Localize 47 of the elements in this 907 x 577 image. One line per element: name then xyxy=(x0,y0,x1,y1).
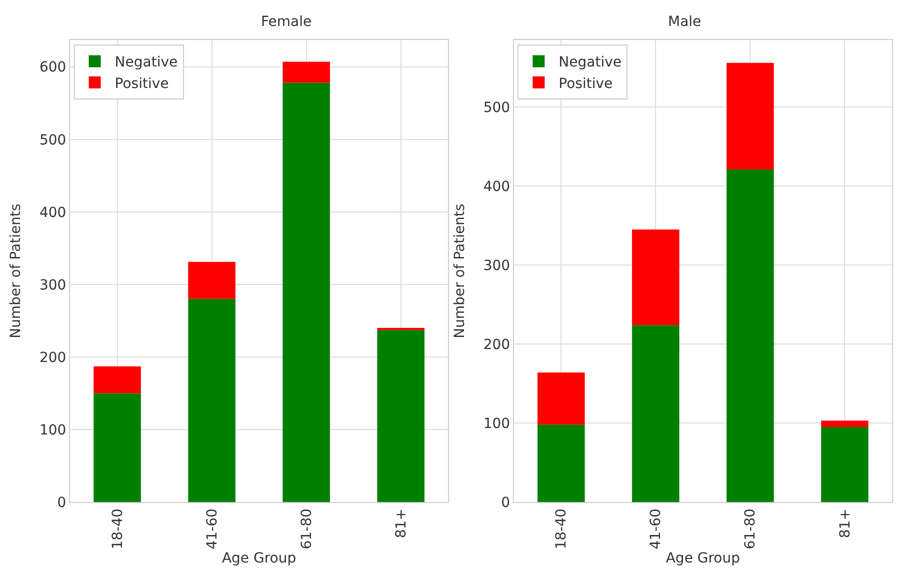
bar xyxy=(632,325,680,502)
bar xyxy=(821,420,868,427)
bar xyxy=(377,328,424,330)
y-tick-label: 600 xyxy=(39,60,66,76)
y-tick-label: 100 xyxy=(483,416,510,432)
bar xyxy=(377,330,424,502)
chart-title: Female xyxy=(261,14,312,30)
x-tick-label: 61-80 xyxy=(742,508,759,550)
y-tick-label: 500 xyxy=(483,100,510,116)
y-tick-label: 200 xyxy=(39,350,66,366)
y-tick-label: 0 xyxy=(501,494,510,511)
y-tick-label: 300 xyxy=(483,258,510,274)
bar xyxy=(282,82,330,502)
bar xyxy=(188,262,236,299)
bar xyxy=(632,230,680,326)
x-tick-label: 18-40 xyxy=(554,508,570,550)
bar xyxy=(94,393,141,502)
x-tick-label: 61-80 xyxy=(298,508,315,550)
legend-label: Positive xyxy=(114,76,169,92)
y-tick-label: 200 xyxy=(483,336,510,353)
x-axis-title: Age Group xyxy=(222,550,296,567)
bar xyxy=(538,372,585,425)
legend-label: Negative xyxy=(114,54,178,71)
x-axis-title: Age Group xyxy=(666,550,740,567)
x-tick-label: 41-60 xyxy=(648,508,664,550)
legend-label: Negative xyxy=(558,54,622,71)
y-tick-label: 300 xyxy=(39,277,66,294)
y-tick-label: 0 xyxy=(57,494,66,511)
bar xyxy=(726,170,774,502)
x-tick-label: 41-60 xyxy=(204,508,220,550)
y-tick-label: 100 xyxy=(39,422,66,438)
bar xyxy=(188,298,236,502)
bar xyxy=(538,424,585,502)
legend-label: Positive xyxy=(558,76,613,92)
y-tick-label: 400 xyxy=(39,204,66,221)
y-axis-title: Number of Patients xyxy=(452,204,468,338)
y-tick-label: 500 xyxy=(39,132,66,148)
bar xyxy=(282,62,330,83)
y-axis-title: Number of Patients xyxy=(8,204,24,338)
bar xyxy=(821,426,868,502)
bar xyxy=(726,62,774,170)
x-tick-label: 81+ xyxy=(837,508,854,538)
x-tick-label: 18-40 xyxy=(110,508,126,550)
chart-title: Male xyxy=(668,14,702,30)
y-tick-label: 400 xyxy=(483,179,510,195)
x-tick-label: 81+ xyxy=(393,508,410,538)
bar xyxy=(94,366,141,394)
